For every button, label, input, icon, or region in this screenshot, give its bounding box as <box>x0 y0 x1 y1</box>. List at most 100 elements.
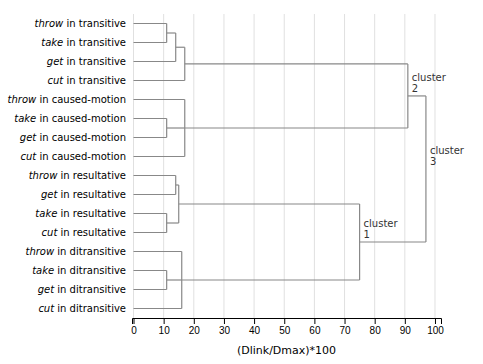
leaf-label: get in caused-motion <box>20 132 126 143</box>
tick-label: 60 <box>309 325 321 336</box>
leaf-construction: in resultative <box>57 227 126 238</box>
link-horizontal <box>176 184 179 185</box>
leaf-construction: in transitive <box>63 37 126 48</box>
tick: 40 <box>249 318 261 336</box>
tick: 30 <box>219 318 231 336</box>
leaf-construction: in ditransitive <box>54 265 126 276</box>
leaf-label: get in resultative <box>41 189 126 200</box>
leaf-construction: in transitive <box>63 75 126 86</box>
tick: 60 <box>309 318 321 336</box>
leaf-construction: in caused-motion <box>36 132 126 143</box>
tick-mark <box>405 318 406 324</box>
grid-line <box>404 14 405 318</box>
tick: 80 <box>370 318 382 336</box>
tick-label: 10 <box>159 325 171 336</box>
leaf-verb: throw <box>29 170 58 181</box>
tick-mark <box>164 318 165 324</box>
link-horizontal <box>182 279 360 280</box>
link-horizontal <box>134 80 185 81</box>
tick-mark <box>254 318 255 324</box>
leaf-label: take in ditransitive <box>32 265 126 276</box>
leaf-label: get in ditransitive <box>38 284 126 295</box>
cluster-label-line: 3 <box>430 156 436 167</box>
tick-label: 30 <box>219 325 231 336</box>
grid-line <box>344 14 345 318</box>
leaf-label: throw in caused-motion <box>8 94 126 105</box>
link-horizontal <box>134 118 167 119</box>
grid-line <box>193 14 194 318</box>
link-horizontal <box>185 63 408 64</box>
x-axis: 0102030405060708090100 <box>131 318 444 336</box>
link-horizontal <box>360 241 426 242</box>
grid-line <box>163 14 164 318</box>
link-horizontal <box>134 156 185 157</box>
grid-line <box>254 14 255 318</box>
leaf-label: throw in resultative <box>29 170 126 181</box>
leaf-verb: get <box>47 56 65 67</box>
link-horizontal <box>134 232 167 233</box>
leaf-construction: in resultative <box>57 208 126 219</box>
plot: 0102030405060708090100(Dlink/Dmax)*100th… <box>8 14 465 357</box>
link-horizontal <box>134 42 167 43</box>
axis-line <box>133 319 442 325</box>
link-horizontal <box>134 251 182 252</box>
leaf-verb: throw <box>8 94 37 105</box>
tick-label: 90 <box>400 325 412 336</box>
leaf-label: take in resultative <box>35 208 126 219</box>
tick: 20 <box>189 318 201 336</box>
grid-line <box>284 14 285 318</box>
leaf-label: cut in ditransitive <box>38 303 126 314</box>
leaf-construction: in caused-motion <box>36 113 126 124</box>
tick-mark <box>345 318 346 324</box>
link-horizontal <box>408 95 426 96</box>
cluster-label: cluster3 <box>430 145 465 167</box>
dendrogram <box>134 24 426 309</box>
grid <box>134 14 435 318</box>
leaf-verb: take <box>32 265 54 276</box>
tick-mark <box>194 318 195 324</box>
tick-label: 100 <box>427 325 444 336</box>
tick: 100 <box>427 318 444 336</box>
x-axis-title: (Dlink/Dmax)*100 <box>237 344 336 357</box>
tick-mark <box>224 318 225 324</box>
tick-mark <box>435 318 436 324</box>
tick: 90 <box>400 318 412 336</box>
leaf-construction: in resultative <box>57 189 126 200</box>
link-horizontal <box>185 127 408 128</box>
link-vertical <box>425 96 426 242</box>
leaf-verb: get <box>38 284 56 295</box>
link-horizontal <box>134 270 167 271</box>
leaf-label: get in transitive <box>47 56 126 67</box>
leaf-construction: in resultative <box>57 170 126 181</box>
leaf-verb: take <box>41 37 63 48</box>
leaf-construction: in ditransitive <box>54 284 126 295</box>
leaf-verb: throw <box>35 18 64 29</box>
tick: 70 <box>339 318 351 336</box>
link-horizontal <box>176 47 185 48</box>
link-horizontal <box>134 194 176 195</box>
link-horizontal <box>134 308 182 309</box>
link-horizontal <box>134 175 176 176</box>
link-horizontal <box>167 32 176 33</box>
leaf-label: cut in transitive <box>48 75 127 86</box>
leaf-label: throw in ditransitive <box>25 246 126 257</box>
cluster-label-line: 1 <box>364 229 370 240</box>
tick-label: 20 <box>189 325 201 336</box>
tick-label: 0 <box>131 325 137 336</box>
cluster-label-line: 2 <box>412 83 418 94</box>
link-horizontal <box>167 279 182 280</box>
tick-mark <box>314 318 315 324</box>
leaf-construction: in caused-motion <box>36 151 126 162</box>
leaf-construction: in transitive <box>63 56 126 67</box>
cluster-label: cluster2 <box>412 72 447 94</box>
grid-line <box>223 14 224 318</box>
leaf-verb: get <box>20 132 38 143</box>
link-horizontal <box>167 222 179 223</box>
tick-label: 70 <box>339 325 351 336</box>
link-horizontal <box>134 61 176 62</box>
cluster-label: cluster1 <box>364 218 399 240</box>
link-horizontal <box>134 23 167 24</box>
leaf-label: throw in transitive <box>35 18 126 29</box>
cluster-label-line: cluster <box>412 72 447 83</box>
tick: 0 <box>131 318 137 336</box>
